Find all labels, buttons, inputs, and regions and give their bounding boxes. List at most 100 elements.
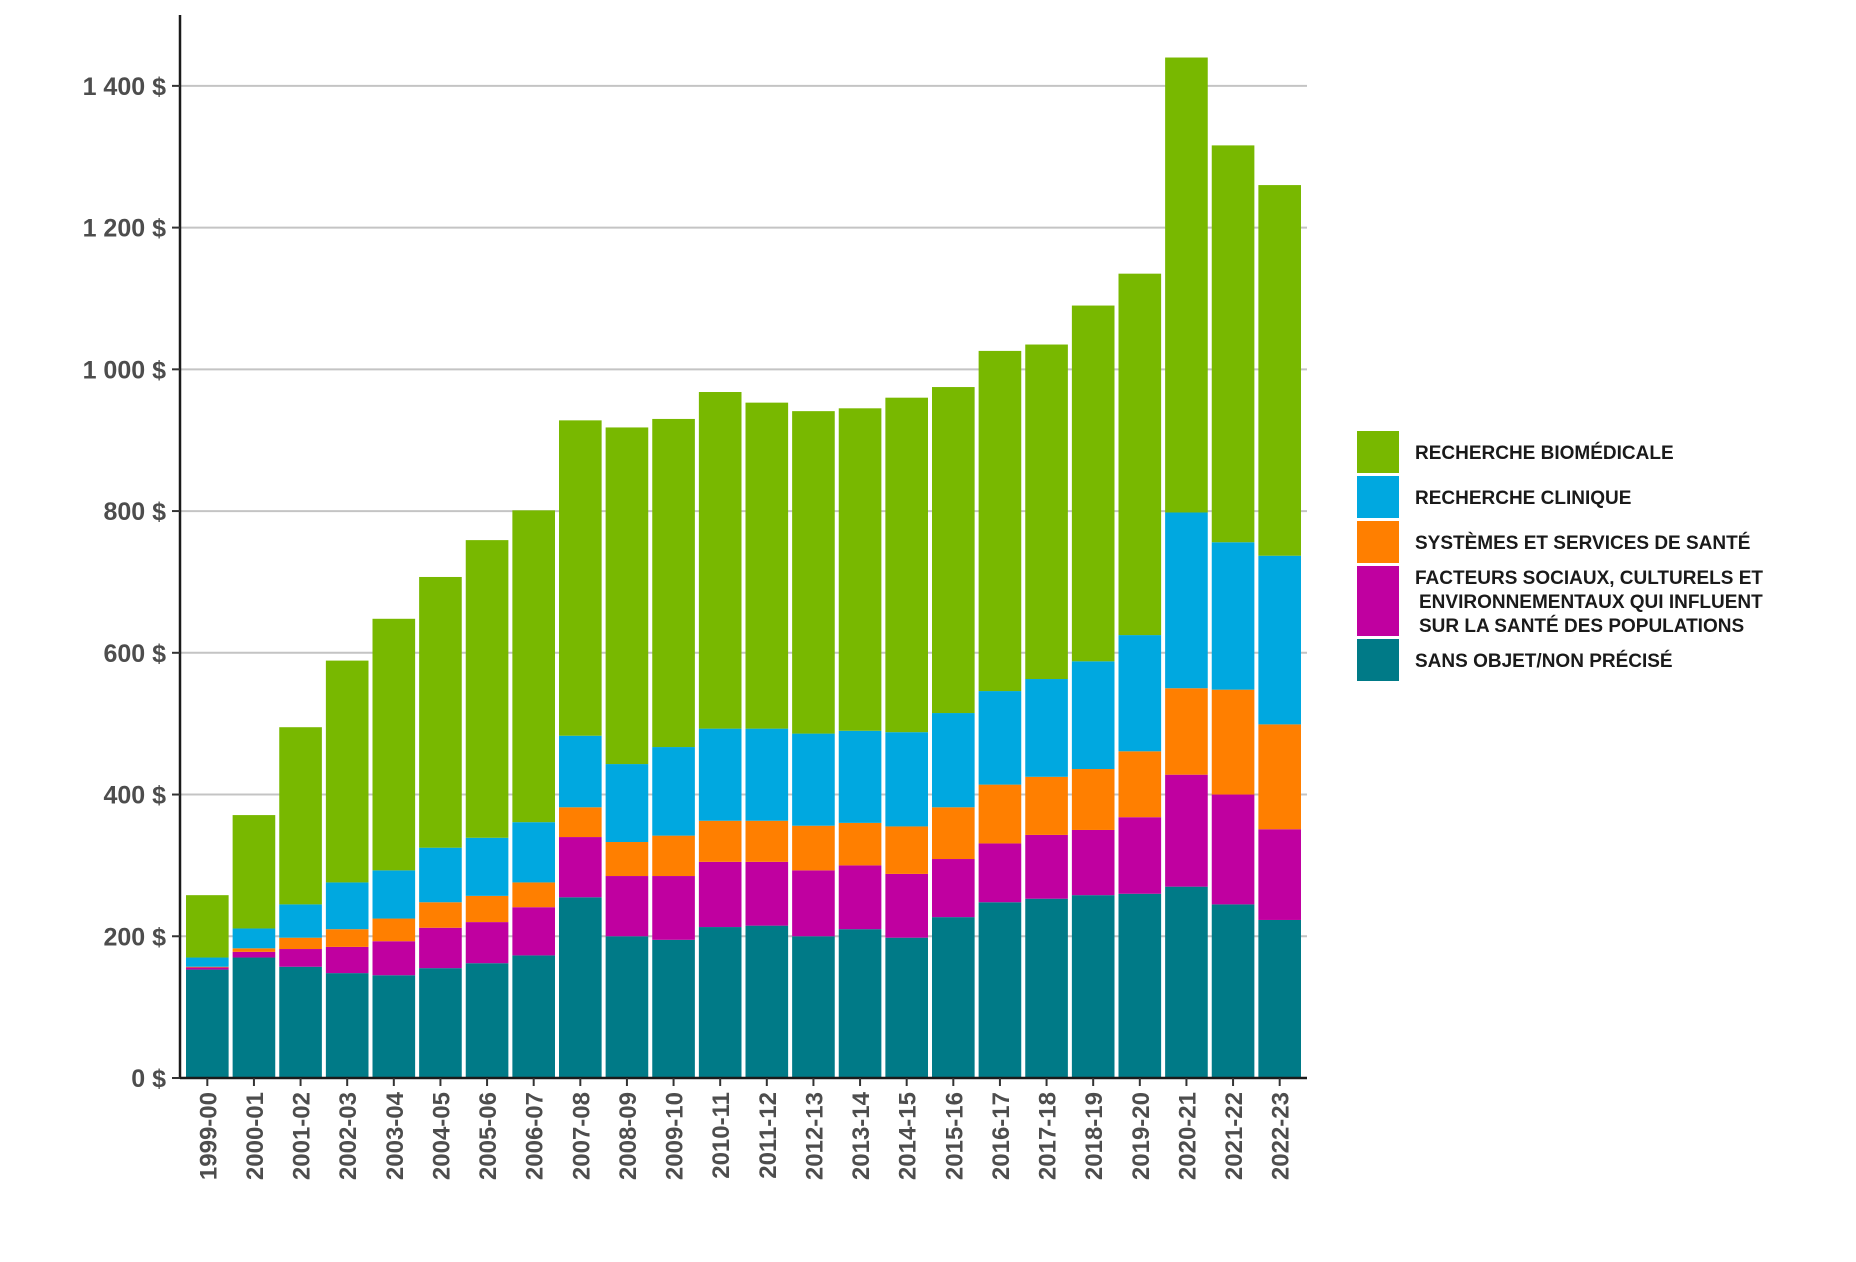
bar-segment	[1165, 512, 1208, 689]
bar-segment	[279, 949, 322, 967]
bar-segment	[325, 946, 369, 974]
bar-segment	[932, 807, 975, 860]
bars	[186, 57, 1301, 1078]
bar-segment	[978, 691, 1022, 785]
bar-segment	[325, 660, 369, 883]
bar-segment	[1071, 305, 1115, 662]
x-tick-label: 2010-11	[708, 1092, 735, 1179]
x-tick-label: 2004-05	[428, 1092, 455, 1180]
y-axis-ticks: 0 $ 200 $ 400 $ 600 $ 800 $ 1 000 $ 1 200 $ 1 4…	[83, 73, 180, 1093]
bar-segment	[978, 843, 1022, 903]
bar-segment	[559, 735, 602, 808]
bar-segment	[745, 925, 789, 1078]
bar-segment	[652, 876, 695, 940]
bar-segment	[279, 937, 322, 950]
x-tick-label: 2009-10	[662, 1092, 689, 1180]
x-tick-label: 1999-00	[195, 1092, 222, 1180]
bar-segment	[745, 402, 789, 729]
bar-segment	[512, 882, 555, 908]
bar-segment	[885, 937, 928, 1078]
legend-swatch	[1357, 431, 1399, 473]
bar-segment	[1071, 769, 1115, 830]
y-tick-label: 600 $	[103, 640, 166, 668]
bar-segment	[186, 967, 229, 970]
bar-segment	[745, 728, 789, 821]
bar-segment	[698, 927, 742, 1078]
bar-segment	[186, 895, 229, 958]
legend-swatch	[1357, 566, 1399, 636]
y-tick-label: 800 $	[103, 498, 166, 526]
bar-segment	[1258, 724, 1301, 830]
bar-segment	[698, 392, 742, 729]
x-tick-label: 2000-01	[242, 1092, 269, 1180]
bar-segment	[885, 732, 928, 827]
bar-segment	[232, 957, 276, 1078]
bar-segment	[1258, 829, 1301, 920]
x-tick-label: 2013-14	[848, 1091, 875, 1180]
bar-segment	[419, 576, 462, 848]
x-tick-label: 2012-13	[801, 1092, 828, 1180]
bar-segment	[652, 747, 695, 836]
bar-segment	[559, 807, 602, 838]
bar-segment	[838, 929, 882, 1078]
bar-segment	[1118, 893, 1162, 1078]
bar-segment	[652, 939, 695, 1078]
bar-segment	[792, 936, 835, 1078]
bar-segment	[512, 907, 555, 956]
x-tick-label: 2002-03	[335, 1092, 362, 1180]
bar-segment	[745, 820, 789, 862]
bar-segment	[838, 865, 882, 930]
legend-swatch	[1357, 476, 1399, 518]
bar-segment	[186, 966, 229, 968]
x-tick-label: 2003-04	[382, 1091, 409, 1180]
legend-label: SYSTÈMES ET SERVICES DE SANTÉ	[1415, 532, 1750, 554]
bar-segment	[279, 966, 322, 1078]
bar-segment	[745, 861, 789, 926]
bar-segment	[279, 904, 322, 938]
x-tick-label: 2008-09	[615, 1092, 642, 1180]
legend-label: SUR LA SANTÉ DES POPULATIONS	[1419, 615, 1744, 637]
legend-label: RECHERCHE CLINIQUE	[1415, 488, 1631, 509]
bar-segment	[1211, 904, 1255, 1078]
bar-segment	[372, 618, 416, 871]
bar-segment	[1071, 895, 1115, 1078]
bar-segment	[932, 917, 975, 1078]
x-axis-ticks: 1999-00 2000-01 2001-02 2002-03 2003-04 2004-…	[195, 1078, 1295, 1180]
legend-label: ENVIRONNEMENTAUX QUI INFLUENT	[1419, 592, 1763, 613]
bar-segment	[1025, 776, 1068, 835]
bar-segment	[698, 728, 742, 821]
bar-segment	[698, 861, 742, 928]
bar-segment	[232, 928, 276, 949]
bar-segment	[1118, 273, 1162, 636]
bar-segment	[932, 387, 975, 714]
y-tick-label: 1 200 $	[83, 215, 167, 243]
bar-segment	[1211, 542, 1255, 690]
bar-segment	[605, 427, 649, 765]
bar-segment	[1258, 555, 1301, 725]
bar-segment	[978, 784, 1022, 844]
x-tick-label: 2020-21	[1174, 1092, 1201, 1180]
bar-segment	[652, 418, 695, 748]
legend: RECHERCHE BIOMÉDICALE RECHERCHE CLINIQUE S…	[1357, 431, 1763, 681]
bar-segment	[838, 730, 882, 823]
x-tick-label: 2007-08	[568, 1092, 595, 1180]
x-tick-label: 2015-16	[941, 1092, 968, 1180]
bar-segment	[698, 820, 742, 862]
bar-segment	[978, 350, 1022, 692]
x-tick-label: 2022-23	[1268, 1092, 1295, 1180]
bar-segment	[1165, 688, 1208, 775]
x-tick-label: 2006-07	[522, 1092, 549, 1180]
bar-segment	[792, 825, 835, 871]
bar-segment	[1211, 689, 1255, 795]
bar-segment	[325, 882, 369, 930]
bar-segment	[232, 951, 276, 958]
bar-segment	[512, 510, 555, 823]
bar-segment	[1025, 834, 1068, 899]
bar-segment	[605, 842, 649, 877]
bar-segment	[1118, 635, 1162, 752]
legend-swatch	[1357, 639, 1399, 681]
y-tick-label: 200 $	[103, 923, 166, 951]
bar-segment	[465, 540, 509, 838]
bar-segment	[279, 727, 322, 905]
